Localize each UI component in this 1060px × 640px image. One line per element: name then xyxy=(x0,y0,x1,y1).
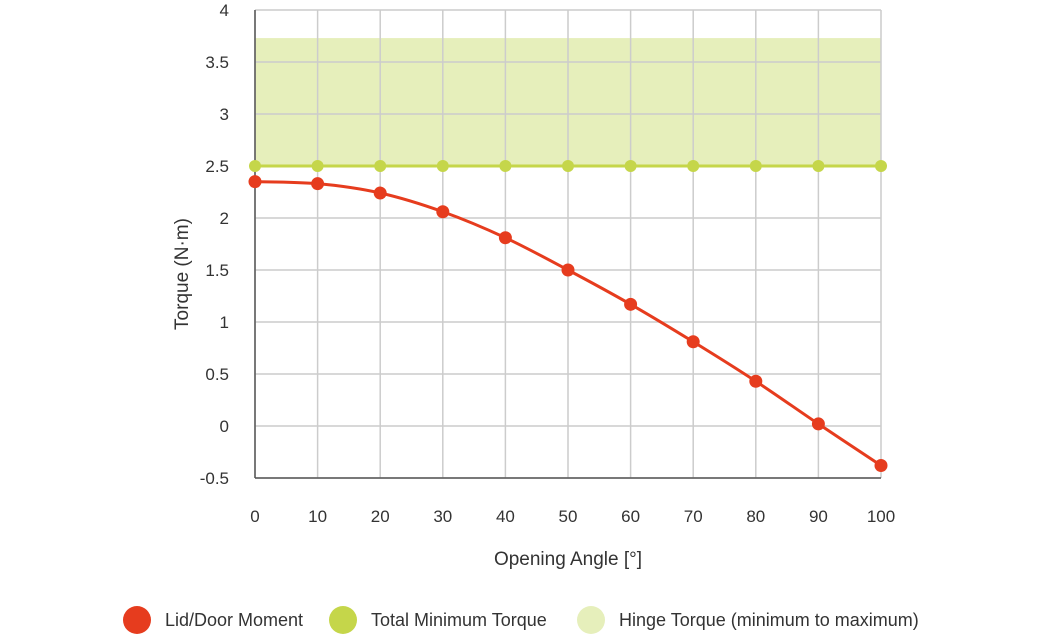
y-tick-label: 0.5 xyxy=(205,365,229,384)
x-tick-label: 100 xyxy=(867,507,895,526)
data-point-total-minimum-torque xyxy=(812,160,825,172)
data-point-lid-door-moment xyxy=(248,175,262,189)
legend-swatch-lid-door-moment xyxy=(123,606,151,634)
x-tick-label: 0 xyxy=(250,507,259,526)
data-point-total-minimum-torque xyxy=(374,160,387,172)
data-point-total-minimum-torque xyxy=(499,160,512,172)
data-point-lid-door-moment xyxy=(624,297,638,311)
torque-chart: 0 10 20 30 40 50 60 70 80 90 100 4 3.5 3 2.5 2 1.5 1 0.5 0 -… xyxy=(172,1,895,570)
x-tick-label: 10 xyxy=(308,507,327,526)
x-tick-label: 50 xyxy=(559,507,578,526)
y-axis-title: Torque (N·m) xyxy=(172,218,193,330)
data-point-lid-door-moment xyxy=(311,177,325,191)
y-tick-label: 2.5 xyxy=(205,157,229,176)
data-point-lid-door-moment xyxy=(811,417,825,431)
legend-item-hinge-torque: Hinge Torque (minimum to maximum) xyxy=(577,606,919,634)
data-point-total-minimum-torque xyxy=(562,160,574,172)
x-tick-label: 60 xyxy=(621,507,640,526)
data-point-lid-door-moment xyxy=(498,231,512,245)
y-tick-label: 3.5 xyxy=(205,53,229,72)
x-tick-label: 30 xyxy=(433,507,452,526)
data-point-lid-door-moment xyxy=(436,205,450,219)
chart-legend: Lid/Door Moment Total Minimum Torque Hin… xyxy=(0,600,1060,640)
data-point-total-minimum-torque xyxy=(624,160,637,172)
x-axis-title: Opening Angle [°] xyxy=(494,549,642,570)
legend-label-total-minimum-torque: Total Minimum Torque xyxy=(371,609,547,630)
y-tick-label: 3 xyxy=(220,105,229,124)
data-point-total-minimum-torque xyxy=(311,160,324,172)
data-point-total-minimum-torque xyxy=(749,160,762,172)
legend-item-total-minimum-torque: Total Minimum Torque xyxy=(329,606,547,634)
data-point-lid-door-moment xyxy=(874,459,888,473)
x-tick-label: 20 xyxy=(371,507,390,526)
y-tick-label: 0 xyxy=(220,417,229,436)
data-point-total-minimum-torque xyxy=(436,160,449,172)
data-point-lid-door-moment xyxy=(561,263,575,277)
y-tick-label: 1.5 xyxy=(205,261,229,280)
x-tick-label: 80 xyxy=(746,507,765,526)
data-point-lid-door-moment xyxy=(373,186,387,200)
x-tick-label: 40 xyxy=(496,507,515,526)
y-tick-label: 1 xyxy=(220,313,229,332)
legend-swatch-hinge-torque xyxy=(577,606,605,634)
data-point-total-minimum-torque xyxy=(249,160,261,172)
legend-label-hinge-torque: Hinge Torque (minimum to maximum) xyxy=(619,609,919,630)
y-tick-label: 2 xyxy=(220,209,229,228)
data-point-total-minimum-torque xyxy=(875,160,887,172)
legend-item-lid-door-moment: Lid/Door Moment xyxy=(123,606,303,634)
x-tick-label: 90 xyxy=(809,507,828,526)
data-point-lid-door-moment xyxy=(749,374,763,388)
y-tick-label: -0.5 xyxy=(200,469,229,488)
legend-swatch-total-minimum-torque xyxy=(329,606,357,634)
x-tick-label: 70 xyxy=(684,507,703,526)
y-tick-label: 4 xyxy=(220,1,229,20)
legend-label-lid-door-moment: Lid/Door Moment xyxy=(165,609,304,630)
data-point-lid-door-moment xyxy=(686,335,700,349)
data-point-total-minimum-torque xyxy=(687,160,700,172)
